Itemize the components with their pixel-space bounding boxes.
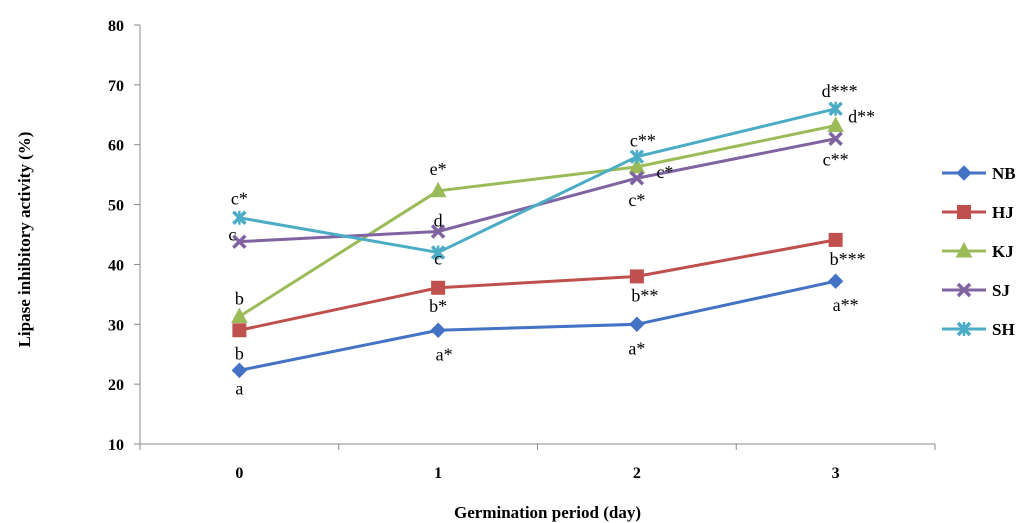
legend-label-nb: NB — [992, 164, 1016, 183]
y-tick-label: 20 — [108, 377, 124, 394]
legend-item-kj: KJ — [942, 241, 1014, 261]
data-point-sj — [232, 234, 247, 249]
series-line-sj — [239, 137, 836, 244]
data-label-hj: b*** — [830, 249, 866, 269]
series-layer — [231, 101, 844, 379]
series-sj — [232, 131, 843, 249]
series-nb — [231, 273, 844, 379]
legend-marker-sj-stroke — [956, 282, 972, 298]
data-label-sh: c* — [231, 189, 248, 209]
legend-marker-nb — [956, 165, 972, 181]
legend-label-hj: HJ — [992, 203, 1014, 222]
data-label-kj: b — [235, 289, 244, 309]
legend-item-sj: SJ — [942, 281, 1010, 300]
series-line-kj — [238, 124, 836, 318]
data-point-nb — [231, 362, 248, 379]
data-point-sj — [430, 224, 446, 239]
y-tick-label: 70 — [108, 78, 124, 95]
data-label-hj: b — [235, 343, 244, 363]
data-label-nb: a* — [628, 338, 645, 358]
legend-marker-sh — [956, 321, 972, 337]
data-point-sj-stroke — [828, 131, 843, 146]
data-label-sh: d*** — [822, 81, 858, 101]
data-label-sh: c** — [630, 131, 656, 151]
series-line-nb — [239, 279, 836, 372]
data-point-hj — [828, 232, 843, 247]
data-label-kj: e* — [430, 159, 447, 179]
legend-marker-sj — [956, 282, 972, 298]
y-tick-label: 80 — [108, 18, 124, 35]
data-point-hj — [232, 323, 247, 338]
data-point-hj — [431, 280, 446, 295]
data-point-sh — [430, 245, 446, 260]
legend-label-kj: KJ — [992, 242, 1014, 261]
series-kj — [231, 116, 844, 324]
data-label-nb: a — [235, 378, 243, 398]
axes: 10 20 30 40 50 60 70 80 0 1 2 3 — [108, 18, 936, 482]
legend-marker-kj — [955, 241, 973, 258]
series-line-sh — [239, 107, 836, 254]
data-label-hj: b** — [631, 285, 658, 305]
data-point-sh — [232, 210, 247, 225]
legend-label-sj: SJ — [992, 281, 1010, 300]
series-sh — [232, 101, 843, 260]
x-axis-title: Germination period (day) — [454, 503, 641, 522]
y-tick-label: 30 — [108, 317, 124, 334]
x-tick-label: 3 — [832, 465, 840, 482]
data-point-sh — [828, 101, 843, 117]
data-point-sh — [629, 149, 645, 164]
data-point-nb — [430, 322, 446, 338]
data-point-sj-stroke — [629, 170, 645, 186]
data-label-nb: a* — [436, 344, 453, 364]
y-tick-label: 50 — [108, 198, 124, 215]
legend-label-sh: SH — [992, 320, 1015, 339]
y-axis-title: Lipase inhibitory activity (%) — [15, 132, 34, 348]
legend-item-hj: HJ — [942, 203, 1014, 222]
data-point-sj — [828, 131, 843, 146]
data-point-sj — [629, 170, 645, 186]
legend-marker-hj — [957, 205, 971, 219]
data-label-sj: c — [228, 225, 236, 245]
data-label-sj: c* — [628, 190, 645, 210]
x-tick-label: 1 — [434, 465, 442, 482]
data-label-hj: b* — [429, 296, 447, 316]
data-label-kj: c* — [656, 162, 673, 182]
data-point-sj-stroke — [430, 224, 446, 239]
legend: NB HJ KJ SJ SH — [942, 164, 1016, 339]
data-label-nb: a** — [833, 295, 859, 315]
series-line-hj — [239, 238, 836, 332]
data-label-sh: c — [434, 248, 442, 268]
data-point-kj — [827, 116, 844, 133]
y-tick-label: 40 — [108, 257, 124, 274]
data-label-kj: d** — [848, 107, 875, 127]
data-point-nb — [629, 316, 645, 332]
y-tick-label: 60 — [108, 138, 124, 155]
data-label-sj: c** — [823, 150, 849, 170]
data-point-kj — [429, 181, 447, 198]
data-point-hj — [629, 269, 644, 284]
legend-item-sh: SH — [942, 320, 1015, 339]
data-point-sj-stroke — [232, 234, 247, 249]
legend-item-nb: NB — [942, 164, 1016, 183]
data-point-kj — [231, 307, 248, 324]
series-hj — [232, 232, 843, 338]
x-tick-label: 0 — [235, 465, 243, 482]
data-point-kj — [628, 157, 646, 174]
data-point-nb — [827, 273, 844, 289]
y-tick-label: 10 — [108, 437, 124, 454]
annotation-layer: aa* a*a**bb*b**b***be* c*d**cdc*c**c*cc**d… — [228, 81, 875, 399]
data-label-sj: d — [434, 211, 443, 231]
x-tick-label: 2 — [633, 465, 641, 482]
